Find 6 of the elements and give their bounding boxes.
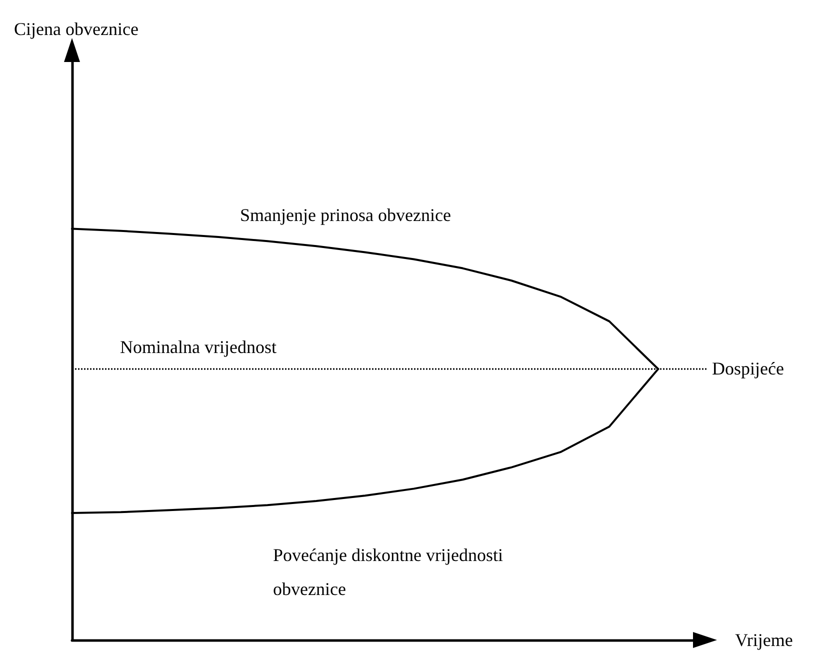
text: Smanjenje prinosa obveznice: [240, 205, 451, 225]
annotation: Povećanje diskontne vrijednosti obveznice: [273, 545, 503, 599]
text: Cijena obveznice: [14, 19, 138, 39]
x-axis-title: Vrijeme: [735, 630, 793, 650]
annotation: Nominalna vrijednost: [120, 337, 276, 357]
ref-line-label: Dospijeće: [712, 358, 784, 379]
